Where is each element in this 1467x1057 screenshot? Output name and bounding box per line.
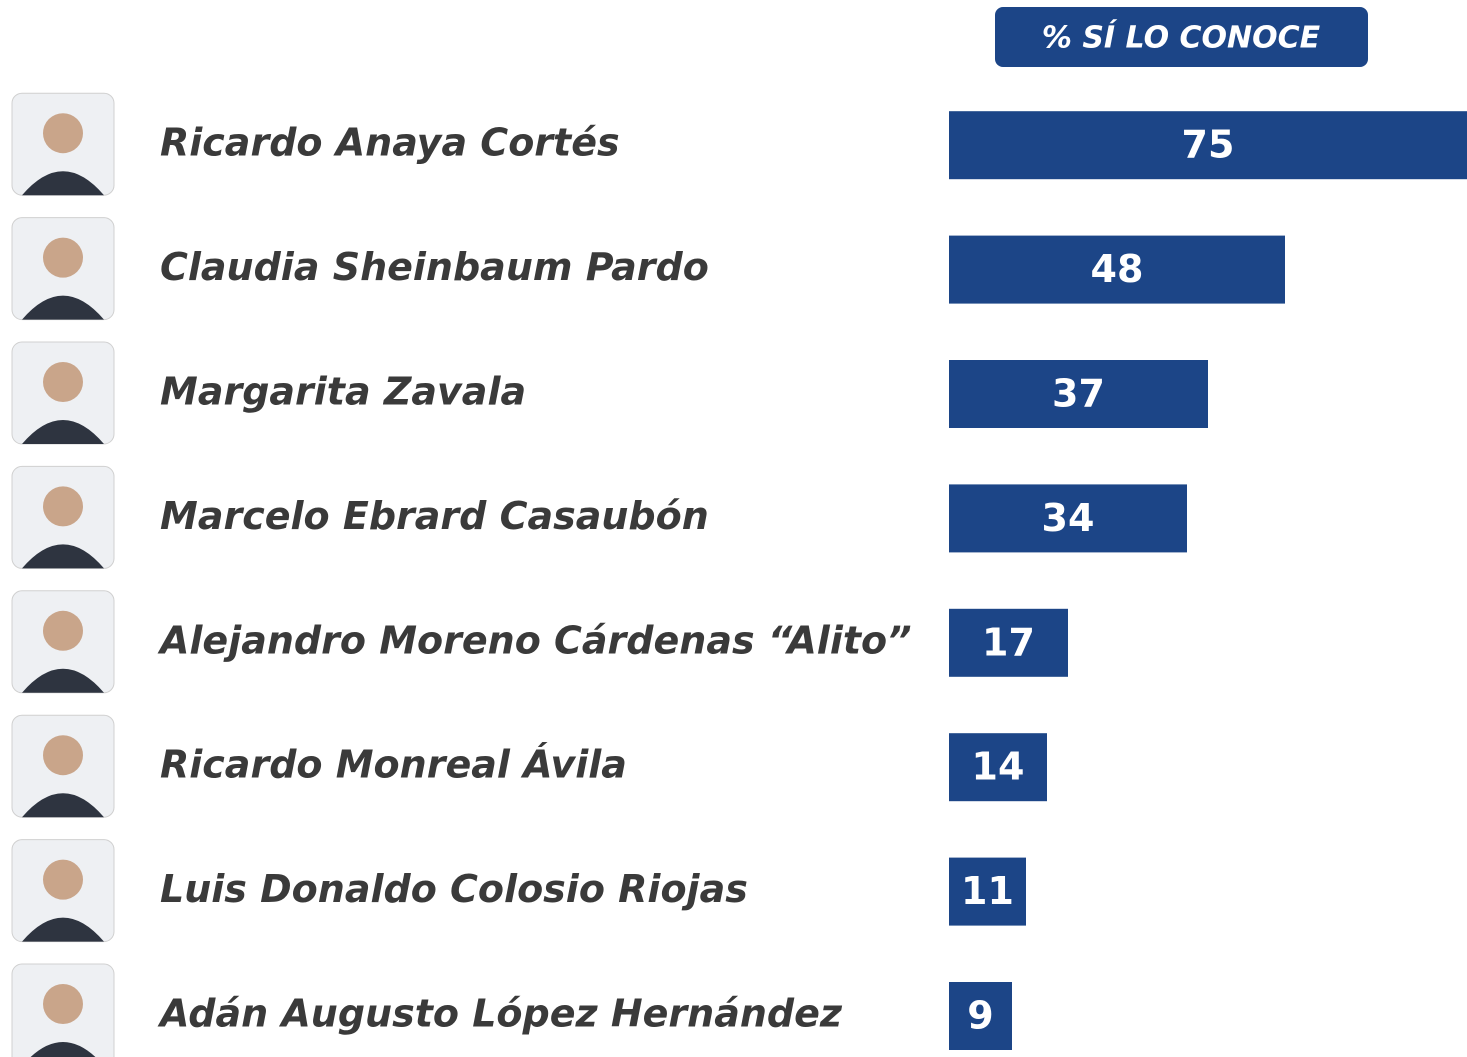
photo-body [22,668,104,693]
value-label: 17 [982,620,1035,664]
photo-head [43,237,83,278]
bar [949,982,1012,1050]
value-label: 9 [967,994,993,1038]
photo-body [22,420,104,444]
value-label: 48 [1091,247,1144,291]
photo-head [43,362,83,402]
bar [949,111,1467,180]
photo-body [22,917,104,942]
photo-head [43,984,83,1024]
category-label: Ricardo Monreal Ávila [160,743,627,787]
header-box [995,7,1368,67]
category-label: Claudia Sheinbaum Pardo [160,245,709,289]
photo-body [30,1042,96,1057]
photo-body [22,295,104,320]
photo-head [43,859,83,900]
bar [949,484,1187,553]
bar [949,733,1047,802]
value-label: 11 [961,869,1014,913]
category-label: Margarita Zavala [160,370,526,414]
bar [949,235,1285,304]
category-label: Alejandro Moreno Cárdenas “Alito” [157,618,912,662]
category-label: Adán Augusto López Hernández [157,992,843,1036]
value-label: 14 [972,745,1025,789]
bar [949,857,1026,926]
value-label: 37 [1052,372,1105,416]
value-label: 75 [1182,123,1235,167]
photo-body [22,793,104,818]
bar [949,360,1208,428]
photo-body [22,544,104,569]
chart-title: % SÍ LO CONOCE [1042,20,1321,56]
category-label: Marcelo Ebrard Casaubón [160,494,709,538]
photo-head [43,486,83,527]
category-label: Ricardo Anaya Cortés [160,121,620,165]
photo-head [43,113,83,154]
category-label: Luis Donaldo Colosio Riojas [160,867,748,911]
bar [949,608,1068,677]
photo-body [22,171,104,196]
value-label: 34 [1042,496,1095,540]
photo-head [43,735,83,776]
photo-head [43,610,83,651]
